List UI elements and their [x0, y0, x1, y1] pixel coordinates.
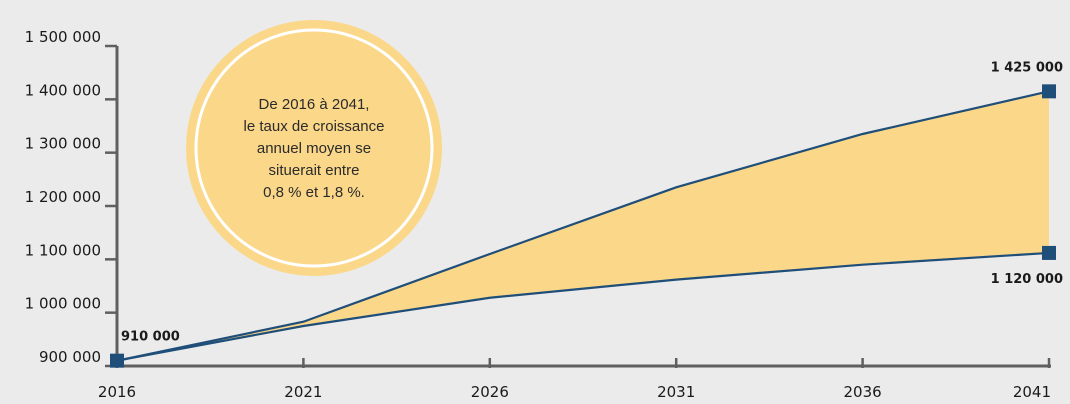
y-tick-label: 1 100 000	[25, 241, 101, 259]
note-text-line: le taux de croissance	[244, 118, 385, 135]
series-line-high	[116, 90, 1050, 362]
x-tick-label: 2031	[657, 383, 695, 401]
note-text-line: situerait entre	[269, 162, 360, 179]
marker-end-low	[1042, 245, 1056, 260]
label-end-high-value: 1 425 000	[991, 60, 1063, 75]
note-text-line: 0,8 % et 1,8 %.	[263, 184, 365, 201]
projection-band	[117, 91, 1049, 361]
x-tick-label: 2026	[471, 383, 509, 401]
x-tick-label: 2021	[284, 383, 322, 401]
note-text-line: De 2016 à 2041,	[259, 96, 370, 113]
y-tick-label: 1 400 000	[25, 81, 101, 99]
marker-end-high	[1042, 84, 1056, 99]
note-circle-ring	[194, 28, 434, 268]
y-tick-label: 1 200 000	[25, 188, 101, 206]
x-tick-label: 2036	[844, 383, 882, 401]
x-tick-label: 2016	[98, 383, 136, 401]
y-tick-label: 1 300 000	[25, 135, 101, 153]
x-tick-label: 2041	[1013, 383, 1051, 401]
y-tick-label: 900 000	[39, 348, 101, 366]
label-start-value: 910 000	[121, 330, 180, 345]
y-tick-label: 1 500 000	[25, 28, 101, 46]
note-text-line: annuel moyen se	[257, 140, 371, 157]
series-line-low	[116, 251, 1050, 362]
label-end-low-value: 1 120 000	[991, 272, 1063, 287]
y-tick-label: 1 000 000	[25, 295, 101, 313]
note-circle-outer	[186, 20, 442, 276]
marker-start	[110, 353, 124, 368]
